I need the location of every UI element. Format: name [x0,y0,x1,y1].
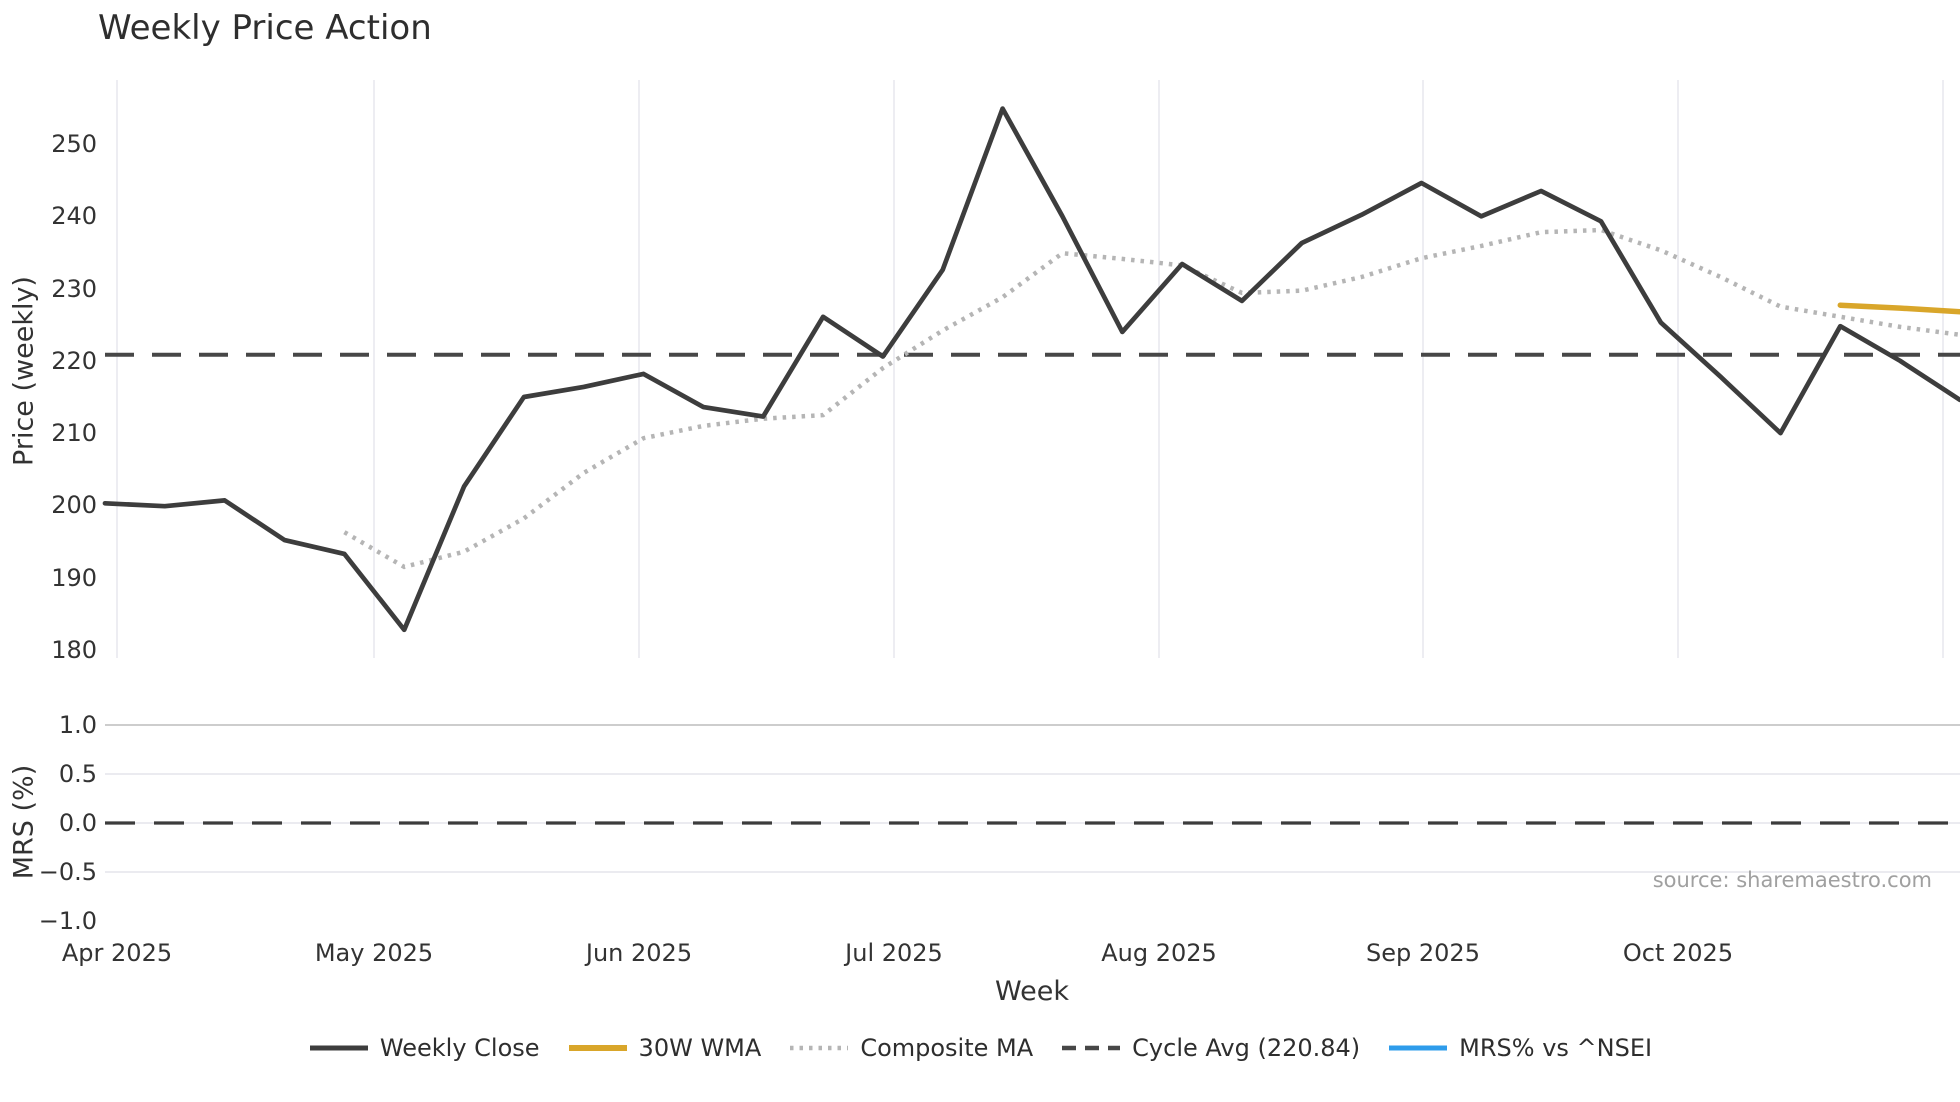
price-tick-label: 200 [51,491,97,520]
legend-label: Composite MA [860,1034,1034,1062]
wma-30w-line [1837,302,1960,315]
legend-swatch [1062,1045,1121,1051]
x-tick-label: Oct 2025 [1622,939,1734,967]
legend-label: MRS% vs ^NSEI [1459,1034,1653,1062]
price-tick-label: 240 [51,202,97,231]
x-tick-label: Sep 2025 [1366,939,1480,967]
legend-swatch [309,1045,368,1051]
price-tick-label: 190 [51,563,97,592]
source-note: source: sharemaestro.com [1652,868,1932,892]
legend-item: 30W WMA [567,1034,762,1062]
x-tick-label: Apr 2025 [61,939,173,967]
price-tick-label: 180 [51,636,97,664]
weekly-close-line [102,106,1960,633]
mrs-tick-label: −1.0 [38,907,97,935]
legend-swatch [1389,1045,1448,1051]
mrs-tick-label: 0.5 [58,760,97,788]
price-tick-label: 220 [51,346,97,375]
legend-item: Weekly Close [308,1034,540,1062]
x-tick-label: Jun 2025 [585,939,693,967]
legend-swatch [790,1045,849,1051]
legend-label: Cycle Avg (220.84) [1132,1034,1361,1062]
composite-ma-line [343,227,1960,570]
x-axis-label: Week [995,976,1069,1007]
legend-label: 30W WMA [638,1034,762,1062]
legend-item: Cycle Avg (220.84) [1060,1034,1360,1062]
mrs-tick-label: −0.5 [38,858,97,886]
x-tick-label: Aug 2025 [1101,939,1217,967]
legend: Weekly Close 30W WMA Composite MA Cycle Avg… [0,1034,1960,1062]
mrs-tick-label: 0.0 [58,809,97,837]
price-tick-label: 210 [51,419,97,448]
legend-swatch [568,1045,627,1051]
price-tick-label: 250 [51,130,97,158]
legend-item: Composite MA [788,1034,1033,1062]
price-tick-label: 230 [51,274,97,303]
x-tick-label: Jul 2025 [845,939,943,967]
mrs-tick-label: 1.0 [58,711,97,739]
legend-label: Weekly Close [379,1034,540,1062]
legend-item: MRS% vs ^NSEI [1387,1034,1652,1062]
x-tick-label: May 2025 [314,939,434,967]
chart-title: Weekly Price Action [98,8,432,48]
